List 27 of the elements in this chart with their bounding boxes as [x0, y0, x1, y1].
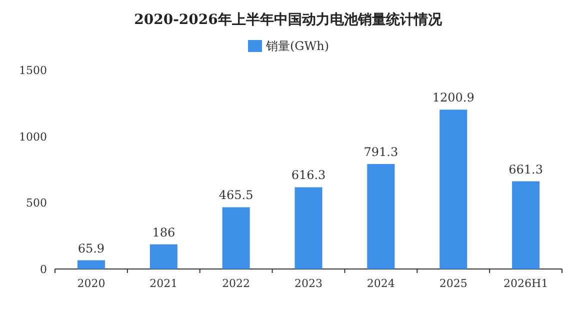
- data-label: 465.5: [218, 188, 254, 202]
- data-label: 616.3: [291, 168, 326, 182]
- chart-title: 2020-2026年上半年中国动力电池销量统计情况: [134, 11, 443, 28]
- x-tick-label: 2023: [294, 277, 322, 290]
- data-label: 661.3: [508, 162, 543, 176]
- x-tick-label: 2024: [366, 277, 395, 290]
- bar: [512, 181, 540, 269]
- data-label: 65.9: [78, 241, 105, 256]
- bar: [222, 207, 250, 269]
- x-tick-label: 2025: [439, 277, 468, 290]
- bar: [150, 244, 178, 269]
- y-tick-label: 1000: [19, 130, 47, 144]
- x-tick-label: 2020: [77, 277, 106, 290]
- x-tick-label: 2022: [222, 277, 250, 290]
- bar: [367, 164, 395, 269]
- bar: [77, 260, 105, 269]
- legend-label: 销量(GWh): [265, 39, 330, 53]
- data-label: 1200.9: [432, 90, 474, 105]
- x-tick-label: 2021: [150, 277, 178, 290]
- bar: [294, 187, 322, 269]
- x-tick-label: 2026H1: [503, 277, 548, 290]
- data-label: 186: [152, 225, 176, 240]
- y-tick-label: 0: [40, 263, 47, 276]
- y-tick-label: 1500: [19, 64, 47, 77]
- bar: [440, 110, 468, 269]
- y-tick-label: 500: [26, 196, 47, 210]
- data-label: 791.3: [364, 145, 398, 160]
